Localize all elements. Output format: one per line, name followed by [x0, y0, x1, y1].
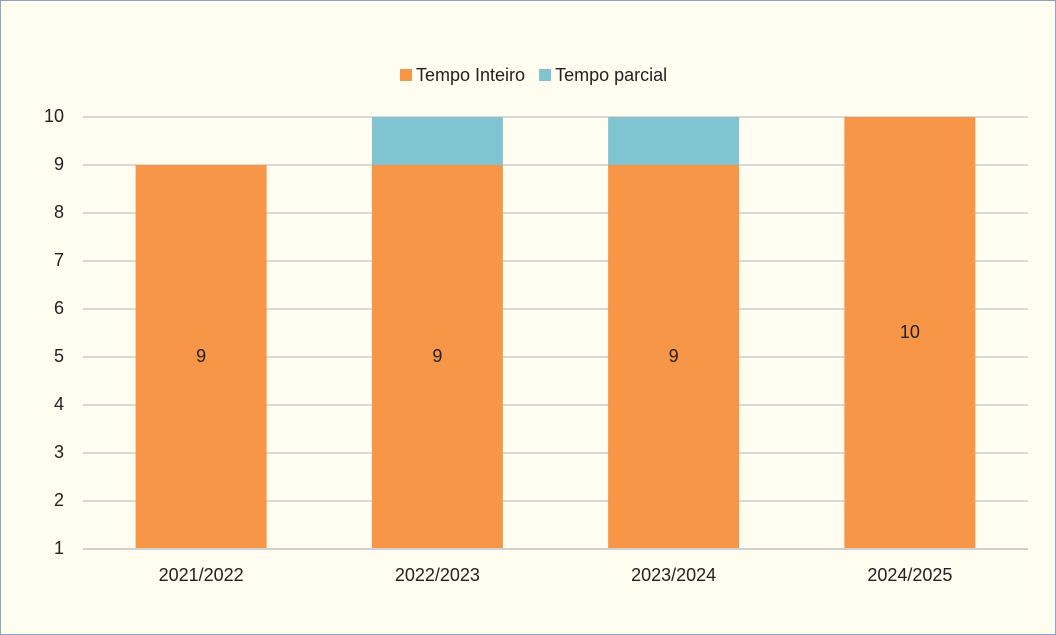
- y-tick-label: 2: [54, 490, 64, 510]
- x-tick-label: 2024/2025: [867, 565, 952, 585]
- y-tick-label: 8: [54, 202, 64, 222]
- bar: [608, 165, 740, 549]
- legend-swatch: [400, 69, 412, 81]
- y-tick-label: 9: [54, 154, 64, 174]
- y-tick-label: 6: [54, 298, 64, 318]
- x-tick-label: 2022/2023: [395, 565, 480, 585]
- bar: [371, 117, 503, 165]
- y-tick-label: 10: [44, 106, 64, 126]
- x-tick-label: 2023/2024: [631, 565, 716, 585]
- bar: [608, 117, 740, 165]
- bar: [371, 165, 503, 549]
- x-tick-label: 2021/2022: [159, 565, 244, 585]
- y-tick-label: 7: [54, 250, 64, 270]
- y-tick-label: 3: [54, 442, 64, 462]
- bar: [844, 117, 976, 549]
- data-label: 9: [196, 346, 206, 366]
- data-label: 9: [432, 346, 442, 366]
- data-label: 9: [669, 346, 679, 366]
- y-tick-label: 4: [54, 394, 64, 414]
- legend-label: Tempo Inteiro: [416, 65, 525, 85]
- y-tick-label: 5: [54, 346, 64, 366]
- y-tick-label: 1: [54, 538, 64, 558]
- legend-swatch: [539, 69, 552, 81]
- data-label: 10: [900, 322, 920, 342]
- bar: [135, 165, 267, 549]
- legend-label: Tempo parcial: [555, 65, 667, 85]
